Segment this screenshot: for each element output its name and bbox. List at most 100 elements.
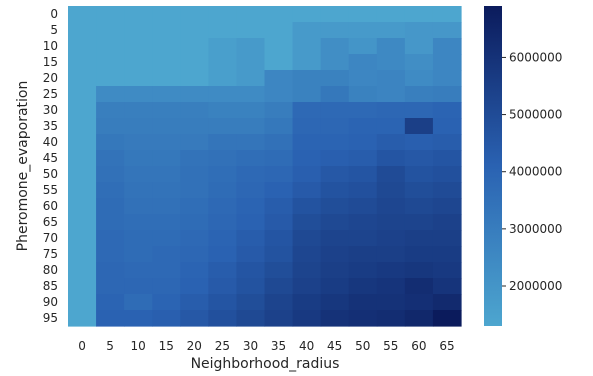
x-tick-label: 55 xyxy=(383,339,398,353)
x-axis-label: Neighborhood_radius xyxy=(191,356,340,372)
heatmap-cell xyxy=(432,246,462,263)
y-tick-label: 45 xyxy=(43,151,58,165)
heatmap-cell xyxy=(292,6,322,23)
heatmap-cell xyxy=(68,6,97,23)
heatmap-cell xyxy=(376,166,406,183)
heatmap-cell xyxy=(264,246,294,263)
heatmap-cell xyxy=(152,294,181,311)
heatmap-cell xyxy=(152,134,181,151)
heatmap-cell xyxy=(68,70,97,87)
heatmap-cell xyxy=(292,134,322,151)
heatmap-cell xyxy=(348,54,378,71)
heatmap-cell xyxy=(432,230,462,247)
heatmap-cell xyxy=(68,294,97,311)
heatmap-cell xyxy=(180,6,209,23)
y-tick-label: 90 xyxy=(43,295,58,309)
heatmap-cell xyxy=(68,182,97,199)
heatmap-cell xyxy=(432,118,462,135)
heatmap-cell xyxy=(292,278,322,295)
y-tick-labels: 0 5 10 15 20 25 30 35 40 45 50 55 60 65 70 75 80 85 90 95 xyxy=(43,7,58,325)
heatmap-cell xyxy=(236,230,266,247)
heatmap-cell xyxy=(264,86,294,103)
heatmap-cell xyxy=(208,22,238,39)
heatmap-cell xyxy=(348,198,378,215)
heatmap-cell xyxy=(124,70,153,87)
heatmap-cell xyxy=(68,230,97,247)
heatmap-cell xyxy=(264,22,294,39)
x-tick-labels: 0 5 10 15 20 25 30 35 40 45 50 55 60 65 xyxy=(78,339,454,353)
heatmap-cell xyxy=(68,166,97,183)
y-tick-label: 95 xyxy=(43,311,58,325)
heatmap-cell xyxy=(348,230,378,247)
heatmap-cell xyxy=(152,182,181,199)
heatmap-cell xyxy=(236,246,266,263)
heatmap-cell xyxy=(68,310,97,327)
heatmap-cell xyxy=(96,182,125,199)
heatmap-cell xyxy=(152,70,181,87)
heatmap-cell xyxy=(208,166,238,183)
heatmap-cell xyxy=(376,182,406,199)
heatmap-cell xyxy=(404,198,434,215)
heatmap-cell xyxy=(236,102,266,119)
heatmap-cell xyxy=(292,230,322,247)
heatmap-cell xyxy=(236,166,266,183)
heatmap-cell xyxy=(180,22,209,39)
heatmap-cell xyxy=(208,246,238,263)
heatmap-cell xyxy=(264,182,294,199)
heatmap-cell xyxy=(208,6,238,23)
heatmap-cell xyxy=(404,38,434,55)
heatmap-cell xyxy=(68,54,97,71)
heatmap-cell xyxy=(264,102,294,119)
y-tick-label: 40 xyxy=(43,135,58,149)
heatmap-cell xyxy=(152,198,181,215)
heatmap-cell xyxy=(68,134,97,151)
heatmap-cell xyxy=(96,22,125,39)
heatmap-cell xyxy=(152,102,181,119)
colorbar-tick-label: 2000000 xyxy=(509,279,562,293)
heatmap-cell xyxy=(236,262,266,279)
heatmap-cell xyxy=(432,262,462,279)
x-tick-label: 20 xyxy=(187,339,202,353)
y-tick-label: 65 xyxy=(43,215,58,229)
x-tick-label: 35 xyxy=(271,339,286,353)
heatmap-cell xyxy=(124,310,153,327)
heatmap-cell xyxy=(348,134,378,151)
heatmap-cell xyxy=(264,118,294,135)
heatmap-cell xyxy=(320,54,350,71)
heatmap-cell xyxy=(404,102,434,119)
heatmap-cell xyxy=(180,294,209,311)
x-tick-label: 5 xyxy=(106,339,114,353)
heatmap-cell xyxy=(376,22,406,39)
heatmap-cell xyxy=(264,38,294,55)
heatmap-cell xyxy=(348,262,378,279)
y-tick-label: 75 xyxy=(43,247,58,261)
heatmap-cell xyxy=(404,54,434,71)
heatmap-cell xyxy=(208,54,238,71)
x-tick-label: 65 xyxy=(439,339,454,353)
heatmap-cell xyxy=(376,294,406,311)
heatmap-cell xyxy=(348,38,378,55)
heatmap-cell xyxy=(208,182,238,199)
heatmap-cell xyxy=(320,246,350,263)
heatmap-cell xyxy=(348,182,378,199)
heatmap-cell xyxy=(236,198,266,215)
heatmap-cell xyxy=(292,214,322,231)
heatmap-cell xyxy=(124,246,153,263)
heatmap-cell xyxy=(348,294,378,311)
heatmap-cell xyxy=(320,6,350,23)
heatmap-cell xyxy=(96,70,125,87)
heatmap-cell xyxy=(348,6,378,23)
heatmap-cell xyxy=(432,150,462,167)
colorbar-tick-label: 3000000 xyxy=(509,222,562,236)
heatmap-cell xyxy=(180,182,209,199)
heatmap-cell xyxy=(292,118,322,135)
heatmap-cell xyxy=(432,134,462,151)
heatmap-cell xyxy=(236,310,266,327)
heatmap-cell xyxy=(432,166,462,183)
heatmap-cell xyxy=(236,86,266,103)
heatmap-cell xyxy=(376,214,406,231)
heatmap-cell xyxy=(96,214,125,231)
heatmap-cell xyxy=(348,310,378,327)
heatmap-cell xyxy=(236,6,266,23)
heatmap-cell xyxy=(68,214,97,231)
